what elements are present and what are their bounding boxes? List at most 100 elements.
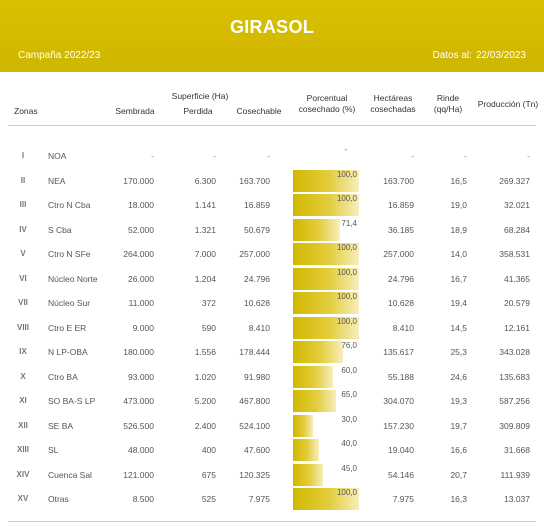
sembrada-cell: 8.500 (132, 494, 154, 504)
cosechable-cell: 178.444 (239, 347, 270, 357)
zone-name: S Cba (48, 224, 72, 235)
sembrada-cell: - (151, 151, 154, 161)
produccion-cell: 32.021 (504, 200, 530, 210)
sembrada-cell: 18.000 (128, 200, 154, 210)
rinde-cell: 16,5 (450, 175, 467, 186)
sembrada-cell: 11.000 (128, 298, 154, 308)
progress-bar (293, 414, 313, 437)
rinde-cell: - (464, 151, 467, 161)
progress-bar (293, 169, 359, 192)
rinde-cell: 16,7 (450, 273, 467, 284)
porcentual-cell: 65,0 (293, 390, 359, 412)
porcentual-cell: 100,0 (293, 488, 359, 510)
progress-bar (293, 292, 359, 314)
produccion-cell: 31.668 (504, 445, 530, 455)
col-hectareas-line1: Hectáreas (373, 93, 413, 103)
porcentual-value: 60,0 (341, 365, 357, 375)
date-label: Datos al: (432, 50, 472, 61)
col-porcentual: Porcentual cosechado (%) (290, 93, 364, 115)
progress-bar (293, 439, 320, 461)
progress-bar (293, 341, 344, 363)
porcentual-value: 65,0 (341, 390, 357, 399)
rinde-cell: 19,0 (450, 200, 467, 210)
row-number: XIII (16, 445, 29, 454)
sembrada-cell: 180.000 (123, 347, 154, 357)
perdida-cell: 525 (201, 494, 216, 504)
produccion-cell: 20.579 (504, 298, 530, 308)
table-row: XIII SL 48.000 400 47.600 19.040 16,6 31.668 40,… (0, 438, 544, 463)
porcentual-value: 76,0 (341, 341, 357, 350)
col-cosechable: Cosechable (236, 106, 282, 116)
perdida-cell: 6.300 (194, 175, 216, 186)
cosechable-cell: 8.410 (248, 322, 270, 333)
row-number: VII (18, 298, 28, 307)
porcentual-value: 100,0 (336, 169, 357, 179)
hectareas-cell: 7.975 (392, 494, 414, 504)
sembrada-cell: 473.000 (123, 396, 154, 406)
row-number: XI (19, 396, 27, 405)
cosechable-cell: 91.980 (244, 371, 270, 382)
rinde-cell: 19,7 (450, 420, 467, 431)
sembrada-cell: 526.500 (123, 420, 154, 431)
progress-bar (293, 243, 359, 265)
cosechable-cell: 10.628 (244, 298, 270, 308)
perdida-cell: - (213, 151, 216, 161)
row-number: XII (18, 420, 28, 430)
cosechable-cell: 24.796 (244, 273, 270, 284)
porcentual-cell: 100,0 (293, 267, 359, 290)
rinde-cell: 20,7 (450, 469, 467, 480)
hectareas-cell: 157.230 (383, 420, 414, 431)
sembrada-cell: 170.000 (123, 175, 154, 186)
table-row: VIII Ctro E ER 9.000 590 8.410 8.410 14,5 12.16… (0, 316, 544, 341)
zone-name: SE BA (48, 420, 74, 431)
date-value: 22/03/2023 (475, 50, 526, 61)
porcentual-cell: 100,0 (293, 194, 359, 216)
col-zonas: Zonas (14, 106, 38, 116)
porcentual-value: 100,0 (336, 488, 357, 497)
col-sembrada: Sembrada (115, 106, 155, 116)
perdida-cell: 1.020 (194, 371, 216, 382)
cosechable-cell: 47.600 (244, 445, 270, 455)
zone-name: NEA (48, 175, 66, 186)
zone-name: Ctro E ER (48, 322, 87, 333)
produccion-cell: - (527, 151, 530, 161)
table-row: III Ctro N Cba 18.000 1.141 16.859 16.859 19,0… (0, 193, 544, 218)
col-rinde-line1: Rinde (436, 93, 460, 103)
cosechable-cell: 524.100 (239, 420, 270, 431)
hectareas-cell: - (411, 151, 414, 161)
col-superficie: Superficie (Ha) (171, 91, 229, 101)
hectareas-cell: 36.185 (388, 224, 414, 235)
porcentual-value: 45,0 (341, 463, 357, 473)
table-row: X Ctro BA 93.000 1.020 91.980 55.188 24,6 135.6… (0, 365, 544, 390)
produccion-cell: 68.284 (504, 224, 530, 235)
zone-name: Ctro N SFe (48, 249, 91, 259)
porcentual-cell: 60,0 (293, 365, 359, 388)
header-divider (8, 125, 536, 126)
table-row: IX N LP-OBA 180.000 1.556 178.444 135.617 25,3… (0, 340, 544, 365)
produccion-cell: 587.256 (499, 396, 530, 406)
row-number: V (20, 249, 26, 258)
rinde-cell: 24,6 (450, 371, 467, 382)
porcentual-cell: 71,4 (293, 218, 359, 241)
sembrada-cell: 52.000 (128, 224, 154, 235)
porcentual-cell: 76,0 (293, 341, 359, 363)
cosechable-cell: - (267, 151, 270, 161)
table-row: XV Otras 8.500 525 7.975 7.975 16,3 13.037 100,0 (0, 487, 544, 512)
perdida-cell: 7.000 (194, 249, 216, 259)
hectareas-cell: 54.146 (388, 469, 414, 480)
sembrada-cell: 264.000 (123, 249, 154, 259)
table-row: VII Núcleo Sur 11.000 372 10.628 10.628 19,4 20… (0, 291, 544, 316)
produccion-cell: 13.037 (504, 494, 530, 504)
col-porcentual-line2: cosechado (%) (298, 104, 356, 114)
porcentual-cell: 45,0 (293, 463, 359, 486)
progress-bar (293, 218, 341, 241)
table-row: I NOA - - - - - - - (0, 144, 544, 169)
rinde-cell: 14,5 (450, 322, 467, 333)
porcentual-value: - (344, 145, 347, 154)
cosechable-cell: 7.975 (248, 494, 270, 504)
porcentual-value: 100,0 (336, 267, 357, 277)
col-rinde-line2: (qq/Ha) (433, 104, 463, 114)
zone-name: SO BA-S LP (48, 396, 96, 406)
table-row: II NEA 170.000 6.300 163.700 163.700 16,5 269.3… (0, 169, 544, 194)
porcentual-value: 100,0 (336, 292, 357, 301)
